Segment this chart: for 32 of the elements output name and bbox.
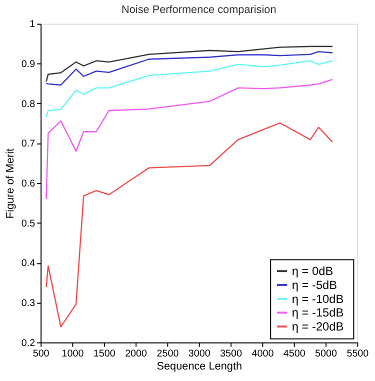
y-tick-label: 0.2 (21, 338, 36, 349)
x-tick-label: 2500 (156, 348, 180, 360)
x-tick-label: 2000 (125, 348, 148, 360)
x-tick-label: 5000 (315, 348, 338, 360)
y-axis-title: Figure of Merit (4, 148, 16, 219)
y-tick-label: 0.5 (21, 218, 36, 230)
x-tick-label: 500 (32, 348, 50, 360)
y-tick-label: 0.4 (21, 258, 36, 270)
legend-label: η = -5dB (292, 278, 338, 292)
y-tick-label: 0.9 (21, 59, 36, 70)
line-series (46, 46, 334, 82)
x-tick-label: 1000 (62, 348, 84, 360)
y-tick-label: 0.7 (21, 138, 36, 150)
legend-label: η = -10dB (292, 292, 344, 306)
line-series (46, 78, 334, 200)
legend-label: η = 0dB (292, 264, 334, 278)
x-tick-label: 3500 (220, 348, 243, 360)
legend-label: η = -20dB (292, 319, 344, 334)
y-tick-label: 1 (30, 19, 36, 30)
line-series (46, 50, 334, 86)
x-tick-label: 3000 (188, 348, 211, 360)
x-tick-label: 4000 (252, 348, 274, 360)
chart-title: Noise Performence comparision (122, 4, 276, 16)
line-series (46, 60, 334, 118)
y-tick-label: 0.6 (21, 178, 36, 190)
x-axis-title: Sequence Length (156, 360, 242, 373)
legend-label: η = -15dB (292, 306, 344, 320)
x-tick-label: 5500 (346, 348, 370, 360)
y-tick-label: 0.8 (21, 98, 36, 110)
x-tick-label: 4500 (283, 348, 306, 360)
y-tick-label: 0.3 (21, 298, 36, 309)
x-tick-label: 1500 (93, 348, 116, 360)
